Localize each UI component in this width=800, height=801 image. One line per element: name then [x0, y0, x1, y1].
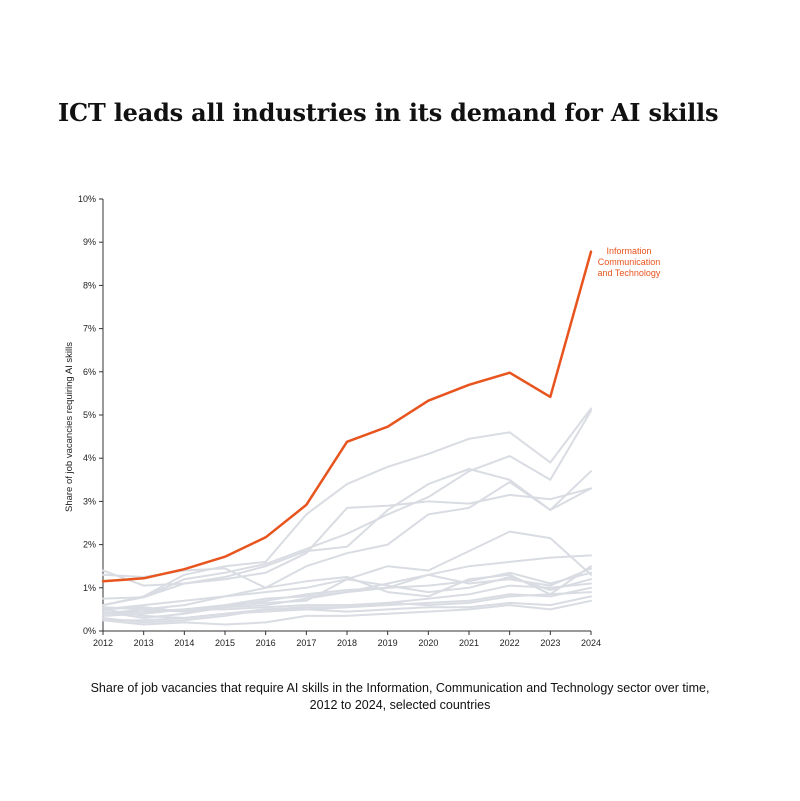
ict-series-label: Information Communication and Technology [598, 246, 661, 278]
x-tick-label: 2012 [93, 638, 113, 648]
y-tick-label: 10% [78, 194, 96, 204]
x-tick-label: 2015 [215, 638, 235, 648]
chart-caption: Share of job vacancies that require AI s… [90, 681, 710, 712]
chart-headline: ICT leads all industries in its demand f… [58, 98, 719, 127]
industry-series-line-14 [102, 591, 592, 615]
y-axis-label: Share of job vacancies requiring AI skil… [64, 342, 75, 512]
industry-series-line-5 [102, 481, 592, 615]
industry-series-line-15 [102, 599, 592, 626]
industry-series-line-4 [102, 487, 592, 587]
y-tick-label: 1% [83, 583, 96, 593]
y-axis: 0% 1% 2% 3% 4% 5% 6% 7% 8% 9% 10% [78, 194, 104, 636]
x-axis: 2012 2013 2014 2015 2016 2017 2018 2019 2020 2021… [93, 630, 601, 648]
y-tick-label: 5% [83, 410, 96, 420]
x-tick-label: 2016 [256, 638, 276, 648]
ict-series [101, 250, 593, 583]
industry-series-line-16 [102, 595, 592, 619]
x-tick-label: 2013 [134, 638, 154, 648]
x-tick-label: 2022 [500, 638, 520, 648]
y-tick-label: 6% [83, 367, 96, 377]
x-tick-label: 2017 [296, 638, 316, 648]
x-tick-label: 2014 [174, 638, 194, 648]
y-tick-label: 7% [83, 324, 96, 334]
y-tick-label: 9% [83, 237, 96, 247]
y-tick-label: 3% [83, 496, 96, 506]
other-industries-series [102, 407, 592, 626]
industry-series-line-10 [102, 571, 592, 619]
industry-series-line-2 [102, 409, 592, 600]
ict-label-line: Communication [598, 257, 661, 267]
industry-series-line-9 [102, 567, 592, 613]
y-tick-label: 2% [83, 540, 96, 550]
y-tick-label: 4% [83, 453, 96, 463]
x-tick-label: 2023 [540, 638, 560, 648]
x-tick-label: 2018 [337, 638, 357, 648]
industry-series-line-1 [102, 407, 592, 607]
y-tick-label: 0% [83, 626, 96, 636]
x-tick-label: 2020 [418, 638, 438, 648]
industry-series-line-8 [102, 565, 592, 598]
x-tick-label: 2024 [581, 638, 601, 648]
ict-series-line [101, 250, 593, 583]
ict-label-line: Information [606, 246, 651, 256]
x-tick-label: 2019 [378, 638, 398, 648]
y-tick-label: 8% [83, 280, 96, 290]
x-tick-label: 2021 [459, 638, 479, 648]
ict-label-line: and Technology [598, 268, 661, 278]
